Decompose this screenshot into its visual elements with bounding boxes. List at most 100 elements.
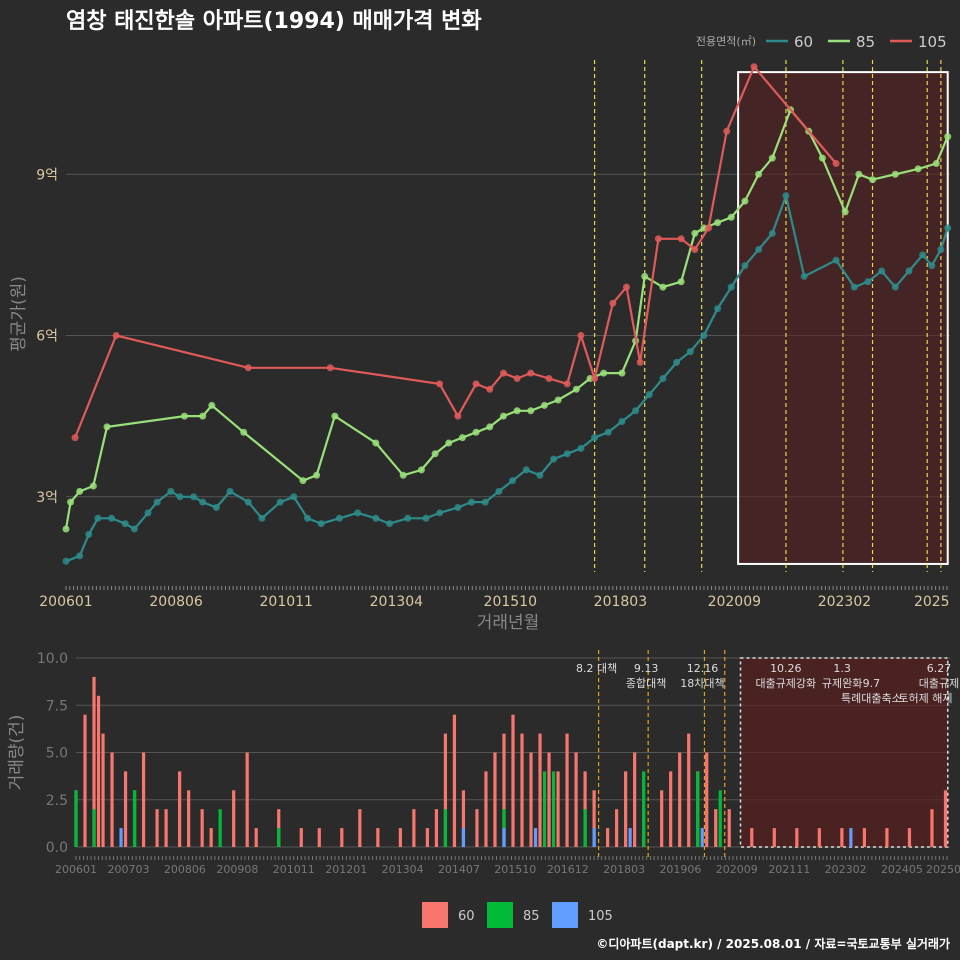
- bar-y-tick-label: 0.0: [46, 840, 68, 856]
- data-point-85: [417, 466, 425, 474]
- bar-legend-label-60: 60: [458, 909, 475, 924]
- data-point-85: [618, 369, 626, 377]
- data-point-60: [800, 272, 808, 280]
- bar-85: [583, 809, 587, 847]
- data-point-60: [864, 278, 872, 286]
- data-point-85: [932, 160, 940, 167]
- data-point-85: [62, 525, 70, 533]
- bar-60: [606, 828, 610, 847]
- data-point-60: [768, 229, 776, 237]
- chart-title: 염창 태진한솔 아파트(1994) 매매가격 변화: [66, 9, 482, 34]
- data-point-60: [386, 520, 394, 528]
- series-line-60: [65, 191, 949, 563]
- bar-105: [461, 828, 466, 847]
- data-point-85: [299, 477, 307, 485]
- bar-60: [795, 828, 799, 847]
- bar-60: [83, 714, 87, 847]
- bar-x-tick-label: 200806: [164, 863, 206, 876]
- x-tick-label: 201304: [370, 594, 424, 610]
- x-tick-label: 201803: [594, 594, 647, 610]
- data-point-60: [94, 514, 102, 522]
- data-point-105: [609, 299, 617, 307]
- data-point-105: [112, 332, 120, 339]
- data-point-85: [240, 428, 248, 436]
- data-point-85: [472, 428, 480, 436]
- data-point-60: [108, 514, 116, 522]
- bar-60: [141, 752, 146, 847]
- bar-60: [772, 828, 776, 847]
- bar-60: [538, 733, 542, 847]
- data-point-60: [454, 504, 462, 511]
- bar-x-tick-label: 200601: [55, 863, 97, 876]
- bar-60: [511, 714, 515, 847]
- bar-60: [155, 809, 159, 847]
- bar-60: [624, 771, 628, 847]
- legend-label-105: 105: [918, 33, 947, 51]
- data-point-85: [741, 197, 749, 205]
- x-tick-label: 201510: [484, 594, 537, 610]
- bar-60: [547, 752, 551, 847]
- bar-legend: 60 85 105: [422, 902, 613, 928]
- policy-annotation: 대출규제: [919, 677, 959, 690]
- data-point-105: [545, 375, 553, 382]
- policy-annotation: 12.16: [687, 662, 719, 675]
- data-point-105: [704, 224, 712, 232]
- data-point-85: [89, 482, 97, 490]
- data-point-60: [618, 418, 626, 425]
- bar-105: [119, 828, 123, 847]
- bar-105: [592, 828, 596, 847]
- data-point-60: [76, 552, 84, 560]
- bar-60: [461, 790, 466, 847]
- bar-legend-swatch-60: [422, 902, 448, 928]
- data-point-85: [458, 434, 466, 442]
- bar-x-tick-label: 200908: [216, 863, 258, 876]
- data-point-60: [577, 444, 585, 452]
- bar-105: [700, 828, 704, 847]
- bar-60: [110, 752, 114, 847]
- data-point-105: [454, 412, 462, 420]
- x-axis-label: 거래년월: [477, 613, 540, 633]
- bar-105: [849, 828, 853, 847]
- bar-60: [475, 809, 479, 847]
- bar-60: [101, 733, 105, 847]
- legend-label-60: 60: [794, 33, 813, 51]
- data-point-60: [928, 262, 936, 270]
- bar-85: [92, 809, 96, 847]
- data-point-60: [62, 557, 70, 565]
- data-point-85: [540, 401, 548, 409]
- bar-60: [317, 828, 321, 847]
- bar-60: [705, 752, 709, 847]
- data-point-60: [354, 509, 362, 517]
- bar-60: [92, 676, 96, 847]
- data-point-85: [208, 401, 216, 409]
- bar-105: [502, 828, 506, 847]
- data-point-85: [372, 439, 380, 447]
- data-point-60: [645, 391, 653, 399]
- bar-60: [358, 809, 362, 847]
- bar-y-tick-label: 2.5: [46, 793, 68, 809]
- bar-60: [299, 828, 303, 847]
- y-tick-label: 3억: [36, 490, 58, 506]
- data-point-105: [591, 375, 599, 382]
- data-point-60: [673, 358, 681, 366]
- data-point-105: [563, 380, 571, 388]
- bar-60: [232, 790, 236, 847]
- policy-annotation: 18차대책: [680, 677, 724, 690]
- volume-bar-chart: 0.0 2.5 5.0 7.5 10.0 8.2 대책 9.13 종합대책 12.16 18차대책…: [7, 650, 960, 876]
- data-point-85: [180, 412, 188, 420]
- data-point-105: [527, 369, 535, 377]
- bar-60: [123, 771, 128, 847]
- bar-x-tick-label: 201803: [603, 863, 645, 876]
- data-point-105: [577, 332, 585, 339]
- bar-85: [443, 809, 448, 847]
- data-point-60: [563, 450, 571, 458]
- data-point-60: [905, 267, 913, 275]
- bar-85: [277, 828, 281, 847]
- data-point-60: [212, 504, 220, 511]
- bar-60: [452, 714, 457, 847]
- data-point-105: [677, 235, 685, 243]
- x-tick-label: 2025: [914, 594, 950, 610]
- data-point-60: [244, 498, 252, 506]
- bar-60: [930, 809, 934, 847]
- bar-85: [132, 790, 137, 847]
